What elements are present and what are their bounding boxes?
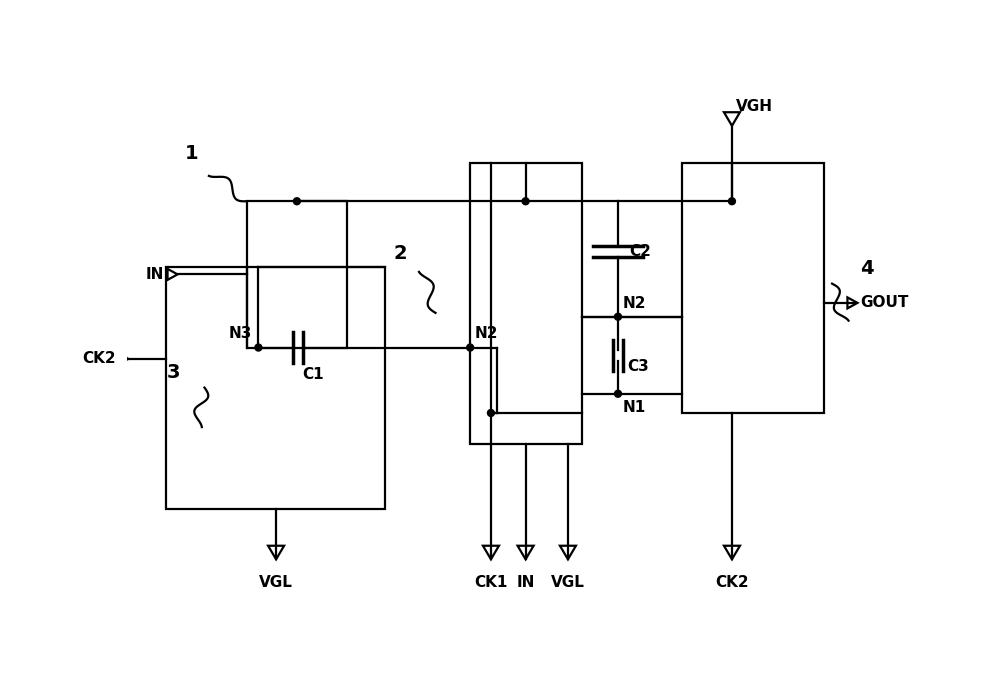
Bar <box>247 201 347 347</box>
Circle shape <box>522 198 529 205</box>
Text: 3: 3 <box>166 363 180 382</box>
Text: CK2: CK2 <box>715 575 749 589</box>
Circle shape <box>728 198 735 205</box>
Text: IN: IN <box>516 575 535 589</box>
Text: N3: N3 <box>229 327 252 341</box>
Text: C1: C1 <box>302 367 324 382</box>
Text: C3: C3 <box>627 359 649 374</box>
Circle shape <box>255 344 262 351</box>
Text: VGH: VGH <box>736 99 773 114</box>
Circle shape <box>487 410 494 416</box>
Text: N1: N1 <box>623 400 646 415</box>
Circle shape <box>615 390 621 397</box>
Text: C2: C2 <box>630 244 651 259</box>
Bar <box>682 163 824 413</box>
Text: CK2: CK2 <box>82 352 116 366</box>
Text: VGL: VGL <box>259 575 293 589</box>
Circle shape <box>615 313 621 320</box>
Text: 1: 1 <box>185 144 198 163</box>
Text: N2: N2 <box>475 327 498 341</box>
Circle shape <box>467 344 474 351</box>
Text: N2: N2 <box>623 295 646 310</box>
Text: 4: 4 <box>861 259 874 279</box>
Text: GOUT: GOUT <box>861 295 909 310</box>
Bar <box>166 267 385 509</box>
Bar <box>470 163 582 443</box>
Text: CK1: CK1 <box>474 575 508 589</box>
Circle shape <box>293 198 300 205</box>
Text: IN: IN <box>146 267 164 282</box>
Text: VGL: VGL <box>551 575 585 589</box>
Text: 2: 2 <box>393 244 407 263</box>
